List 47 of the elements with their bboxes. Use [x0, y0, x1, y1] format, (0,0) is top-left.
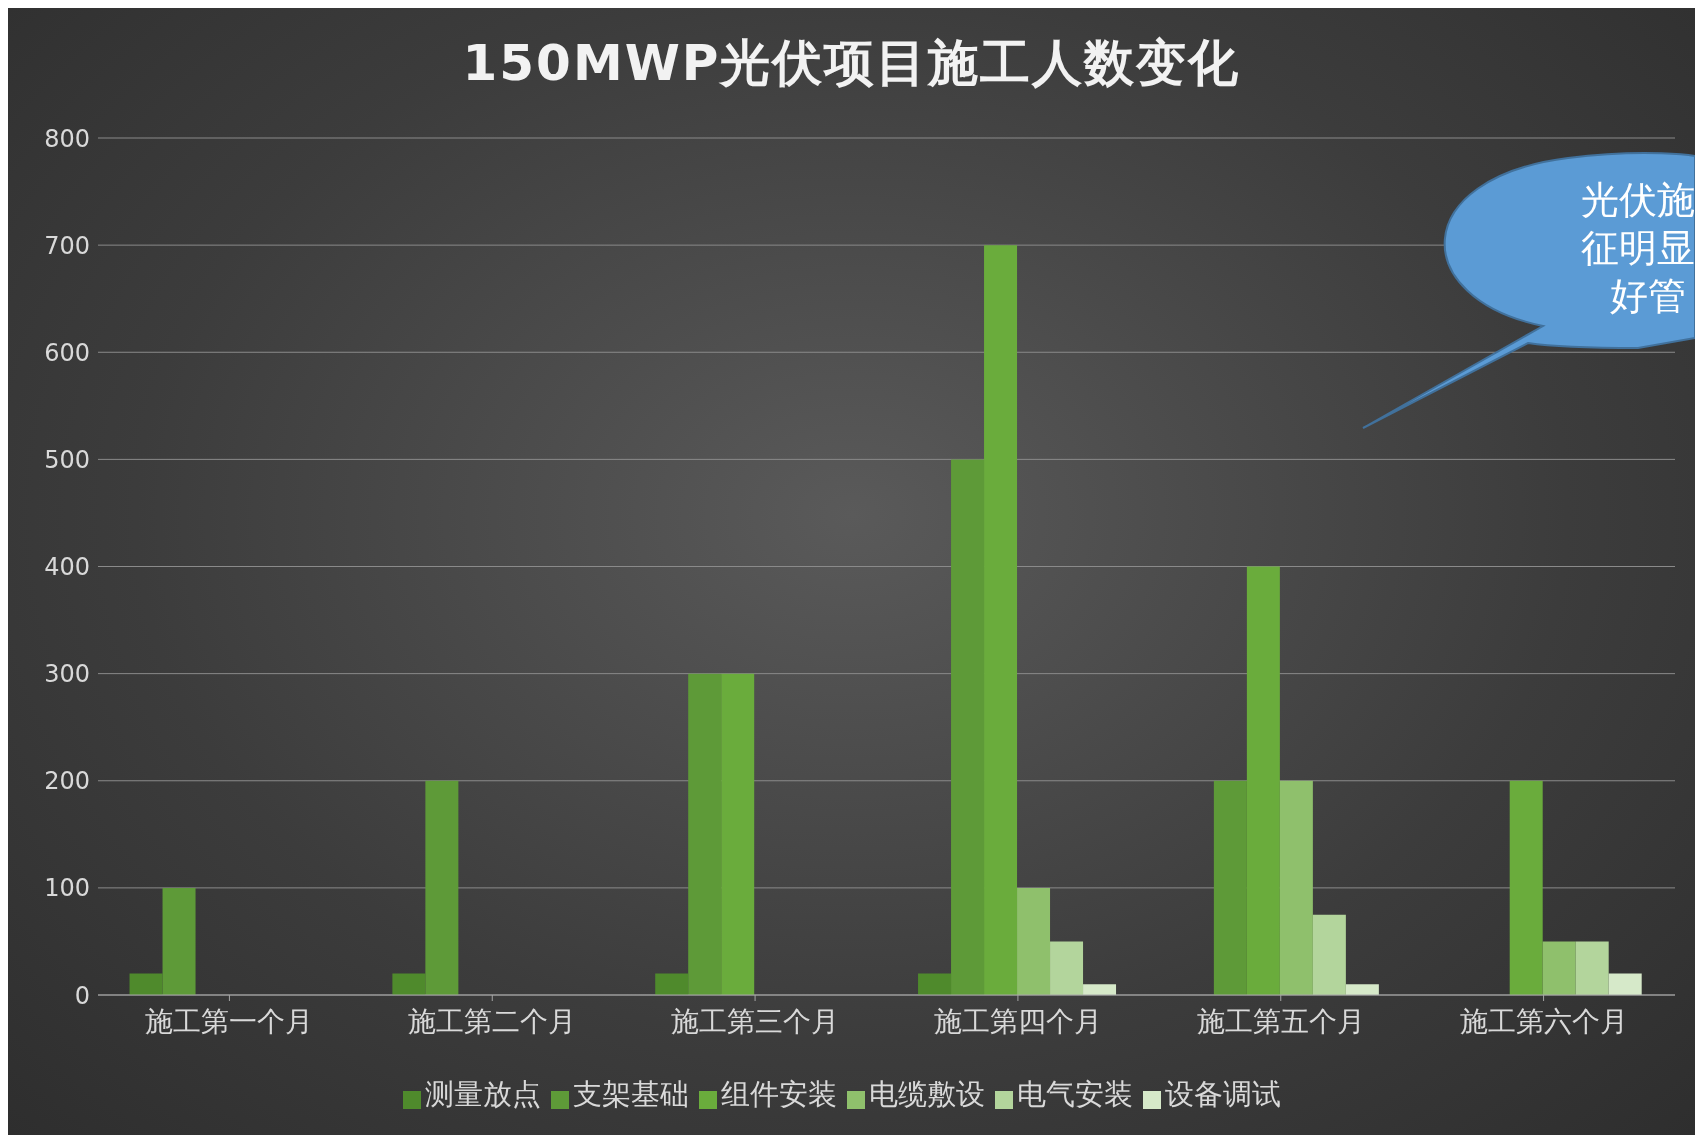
x-tick-label: 施工第四个月 — [933, 1004, 1102, 1038]
bar — [918, 973, 952, 995]
bar — [721, 673, 755, 995]
bar — [1279, 780, 1313, 995]
bar — [655, 973, 689, 995]
legend-label: 电缆敷设 — [868, 1077, 985, 1111]
legend-label: 电气安装 — [1016, 1077, 1133, 1111]
x-tick-label: 施工第一个月 — [145, 1004, 314, 1038]
bar — [162, 887, 196, 995]
bar — [1050, 941, 1084, 995]
bar — [1345, 984, 1379, 995]
annotation: 光伏施 — [1581, 178, 1695, 222]
bar — [1083, 984, 1117, 995]
legend-label: 组件安装 — [720, 1077, 837, 1111]
bar — [129, 973, 163, 995]
y-tick-label: 600 — [44, 338, 90, 367]
bar — [1017, 887, 1051, 995]
legend-label: 测量放点 — [424, 1077, 541, 1111]
x-tick-label: 施工第三个月 — [671, 1004, 840, 1038]
bar — [1575, 941, 1609, 995]
y-tick-label: 300 — [44, 660, 90, 689]
bar — [984, 245, 1018, 995]
y-tick-label: 100 — [44, 874, 90, 903]
x-tick-label: 施工第二个月 — [408, 1004, 577, 1038]
y-tick-label: 0 — [74, 981, 90, 1010]
legend-label: 设备调试 — [1164, 1077, 1281, 1111]
bar — [1542, 941, 1576, 995]
annotation: 好管 — [1610, 274, 1686, 318]
y-tick-label: 700 — [44, 231, 90, 260]
bar — [951, 459, 985, 995]
x-tick-label: 施工第五个月 — [1196, 1004, 1365, 1038]
y-tick-label: 800 — [44, 124, 90, 153]
y-tick-label: 500 — [44, 445, 90, 474]
y-tick-label: 400 — [44, 553, 90, 582]
bar — [1312, 914, 1346, 995]
bar — [425, 780, 459, 995]
bar — [1608, 973, 1642, 995]
x-tick-label: 施工第六个月 — [1459, 1004, 1628, 1038]
bar — [1246, 566, 1280, 995]
annotation: 征明显 — [1581, 226, 1695, 270]
chart-title: 150MWP光伏项目施工人数变化 — [461, 33, 1242, 94]
y-tick-label: 200 — [44, 767, 90, 796]
bar — [392, 973, 426, 995]
bar — [688, 673, 722, 995]
legend-label: 支架基础 — [572, 1077, 689, 1111]
bar — [1509, 780, 1543, 995]
bar — [1213, 780, 1247, 995]
